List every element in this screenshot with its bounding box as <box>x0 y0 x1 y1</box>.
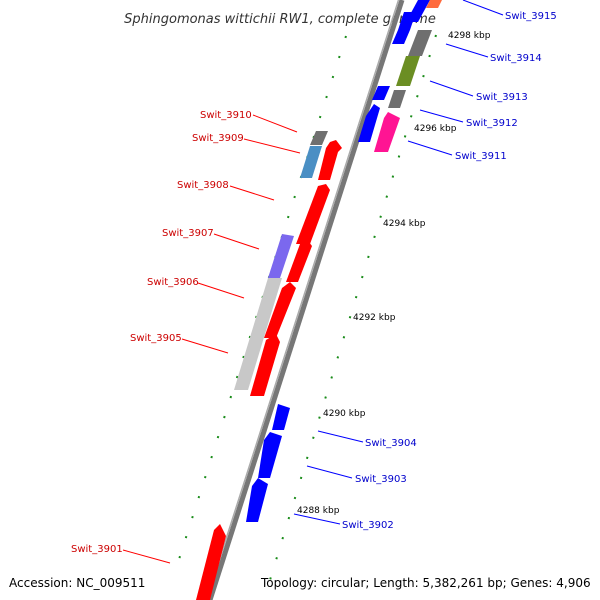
leader-line <box>122 549 171 564</box>
leader-line <box>306 465 353 479</box>
leader-line <box>181 338 229 354</box>
leader-line <box>317 430 364 443</box>
gene-swit-3910[interactable] <box>310 131 328 145</box>
gene-swit-3904-shape[interactable] <box>272 404 290 430</box>
gene-label-swit-3907[interactable]: Swit_3907 <box>162 228 214 239</box>
gene-swit-3909-shape[interactable] <box>300 146 322 178</box>
gene-swit-3915[interactable] <box>398 0 442 30</box>
gene-swit-3913[interactable] <box>372 56 420 108</box>
gene-label-swit-3913[interactable]: Swit_3913 <box>476 92 528 103</box>
kbp-labels: 4298 kbp 4296 kbp 4294 kbp 4292 kbp 4290… <box>297 31 491 516</box>
gene-label-swit-3910[interactable]: Swit_3910 <box>200 110 252 121</box>
gene-swit-3913-gray-shape <box>388 90 406 108</box>
gene-swit-3906-shape[interactable] <box>234 278 282 390</box>
gene-swit-3901[interactable] <box>196 524 226 600</box>
gene-swit-3914-side-shape <box>408 30 432 56</box>
gene-swit-3909[interactable] <box>300 140 342 180</box>
gene-label-swit-3908[interactable]: Swit_3908 <box>177 180 229 191</box>
kbp-label: 4290 kbp <box>323 409 366 419</box>
gene-swit-3910-shape[interactable] <box>310 131 328 145</box>
forward-gene-labels: Swit_3910 Swit_3909 Swit_3908 Swit_3907 … <box>71 110 301 564</box>
gene-label-swit-3914[interactable]: Swit_3914 <box>490 53 542 64</box>
gene-swit-3912[interactable] <box>358 104 380 142</box>
gene-swit-3911-shape[interactable] <box>374 112 400 152</box>
reverse-gene-labels: Swit_3915 Swit_3914 Swit_3913 Swit_3912 … <box>293 0 557 531</box>
leader-line <box>197 282 245 299</box>
gene-label-swit-3902[interactable]: Swit_3902 <box>342 520 394 531</box>
gene-swit-3907[interactable] <box>268 234 312 282</box>
leader-line <box>445 43 489 58</box>
leader-line <box>252 114 298 133</box>
leader-line <box>293 513 341 525</box>
gene-swit-3908[interactable] <box>296 184 330 244</box>
gene-swit-3906[interactable] <box>234 278 296 390</box>
gene-label-swit-3905[interactable]: Swit_3905 <box>130 333 182 344</box>
gene-swit-3903-shape[interactable] <box>258 432 282 478</box>
gene-label-swit-3915[interactable]: Swit_3915 <box>505 11 557 22</box>
kbp-label: 4296 kbp <box>414 124 457 134</box>
leader-line <box>407 140 453 156</box>
topology-text: Topology: circular; Length: 5,382,261 bp… <box>260 576 591 590</box>
gene-swit-3902[interactable] <box>246 478 268 522</box>
gene-swit-3906-red-shape <box>264 282 296 338</box>
gene-label-swit-3904[interactable]: Swit_3904 <box>365 438 417 449</box>
gene-swit-3907-shape[interactable] <box>268 234 294 278</box>
gene-swit-3911[interactable] <box>374 112 400 152</box>
gene-label-swit-3911[interactable]: Swit_3911 <box>455 151 507 162</box>
gene-swit-3914-top-shape[interactable] <box>398 12 416 30</box>
gene-label-swit-3901[interactable]: Swit_3901 <box>71 544 123 555</box>
gene-swit-3903[interactable] <box>258 432 282 478</box>
gene-swit-3904[interactable] <box>272 404 290 430</box>
gene-swit-3908-shape[interactable] <box>296 184 330 244</box>
gene-swit-3905[interactable] <box>250 334 280 396</box>
gene-swit-3914-shape[interactable] <box>392 30 410 44</box>
kbp-label: 4292 kbp <box>353 313 396 323</box>
kbp-label: 4294 kbp <box>383 219 426 229</box>
gene-swit-3902-shape[interactable] <box>246 478 268 522</box>
gene-label-swit-3912[interactable]: Swit_3912 <box>466 118 518 129</box>
leader-line <box>429 80 474 97</box>
gene-swit-3914[interactable] <box>392 30 432 56</box>
gene-swit-3915-head-shape <box>426 0 442 8</box>
gene-swit-3907-red-shape <box>286 238 312 282</box>
leader-line <box>462 0 504 16</box>
gene-swit-3905-shape[interactable] <box>250 334 280 396</box>
gene-swit-3913-shape[interactable] <box>372 86 390 100</box>
gene-swit-3912-shape[interactable] <box>358 104 380 142</box>
gene-swit-3901-shape[interactable] <box>196 524 226 600</box>
accession-text: Accession: NC_009511 <box>9 576 145 590</box>
leader-line <box>229 185 275 201</box>
leader-line <box>243 138 301 154</box>
kbp-label: 4288 kbp <box>297 506 340 516</box>
gene-swit-3913-green-shape <box>396 56 420 86</box>
map-title: Sphingomonas wittichii RW1, complete gen… <box>124 12 436 27</box>
gene-label-swit-3909[interactable]: Swit_3909 <box>192 133 244 144</box>
gene-swit-3909-red-shape <box>318 140 342 180</box>
leader-line <box>419 109 464 123</box>
gene-label-swit-3906[interactable]: Swit_3906 <box>147 277 199 288</box>
leader-line <box>213 233 260 250</box>
tick-track-reverse <box>269 34 437 581</box>
kbp-label: 4298 kbp <box>448 31 491 41</box>
gene-label-swit-3903[interactable]: Swit_3903 <box>355 474 407 485</box>
genome-backbone <box>205 0 405 600</box>
